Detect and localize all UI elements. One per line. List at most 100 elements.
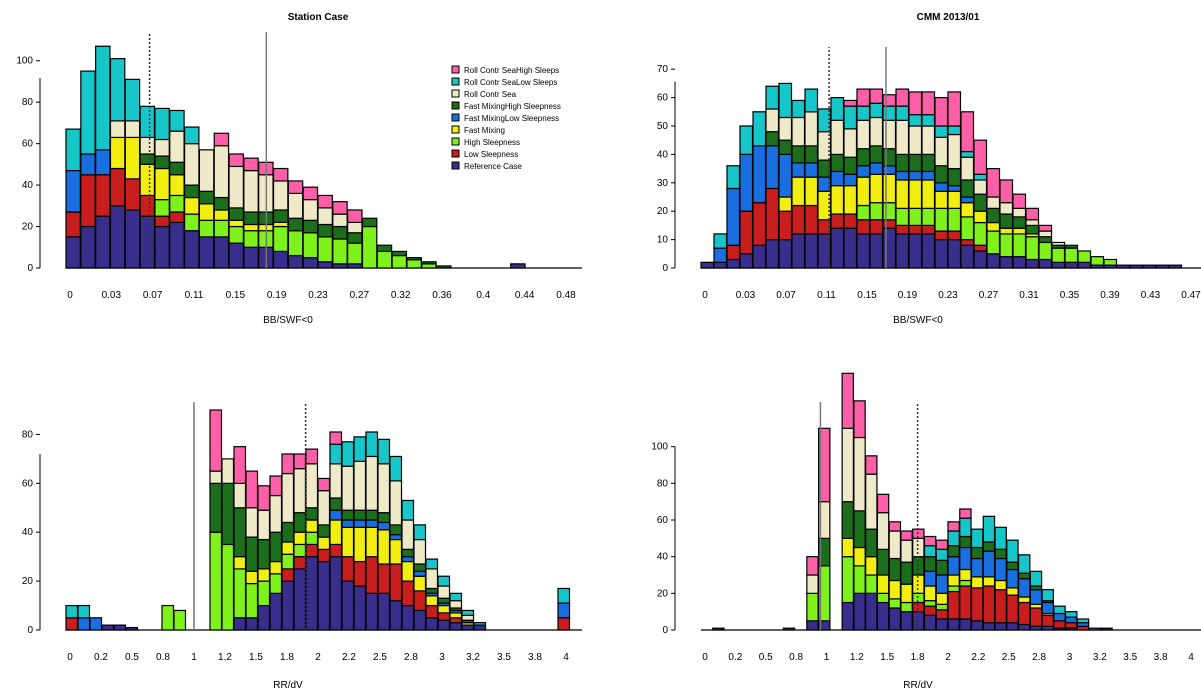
bar-roll-contr-sea	[900, 539, 913, 563]
x-tick-label: 0.2	[728, 652, 742, 663]
bar-roll-contr-sea	[209, 470, 223, 484]
bar-fast-mixinghigh-sleepness	[257, 538, 271, 570]
bar-roll-contr-sea	[109, 120, 126, 139]
bar-roll-contr-sea	[228, 165, 244, 209]
bar-roll-contr-sealow-sleeps	[329, 443, 343, 465]
bar-fast-mixinglow-sleepness	[982, 550, 996, 578]
bar-roll-contr-sealow-sleeps	[726, 165, 741, 190]
legend-label: Reference Case	[464, 162, 522, 171]
bar-fast-mixinglow-sleepness	[895, 170, 910, 181]
bar-roll-contr-sealow-sleeps	[77, 604, 91, 619]
bar-roll-contr-seahigh-sleeps	[935, 539, 949, 550]
bar-fast-mixinghigh-sleepness	[377, 512, 391, 524]
bar-roll-contr-sealow-sleeps	[65, 128, 81, 172]
bar-reference-case	[125, 626, 139, 631]
bar-fast-mixinglow-sleepness	[77, 617, 91, 631]
bar-reference-case	[461, 624, 475, 631]
bar-high-sleepness	[421, 263, 437, 269]
bar-reference-case	[124, 209, 141, 269]
bar-reference-case	[947, 618, 960, 631]
bar-fast-mixing	[853, 546, 866, 567]
bar-fast-mixinglow-sleepness	[856, 165, 871, 178]
bar-reference-case	[960, 244, 975, 269]
bar-fast-mixinglow-sleepness	[557, 602, 571, 619]
bar-roll-contr-seahigh-sleeps	[329, 431, 343, 445]
bar-roll-contr-seahigh-sleeps	[287, 180, 304, 194]
bar-low-sleepness	[921, 224, 936, 235]
bar-fast-mixinghigh-sleepness	[281, 521, 295, 543]
bar-roll-contr-sealow-sleeps	[973, 173, 988, 181]
bar-roll-contr-sealow-sleeps	[425, 558, 439, 570]
bar-roll-contr-sealow-sleeps	[449, 592, 463, 602]
bar-high-sleepness	[221, 543, 235, 631]
bar-roll-contr-sealow-sleeps	[778, 82, 793, 119]
bar-fast-mixinglow-sleepness	[1088, 627, 1102, 631]
legend-swatch	[451, 149, 460, 158]
bar-fast-mixinghigh-sleepness	[934, 165, 949, 184]
x-tick-label: 1.2	[850, 652, 864, 663]
bar-reference-case	[510, 263, 526, 269]
bar-fast-mixinghigh-sleepness	[865, 528, 878, 558]
bar-fast-mixinghigh-sleepness	[921, 153, 936, 173]
bar-reference-case	[437, 619, 451, 631]
bar-fast-mixinglow-sleepness	[329, 509, 343, 521]
bar-low-sleepness	[365, 556, 379, 594]
bar-high-sleepness	[806, 592, 819, 622]
bar-high-sleepness	[272, 225, 289, 253]
bar-reference-case	[1077, 261, 1092, 269]
bar-high-sleepness	[865, 574, 878, 594]
bar-roll-contr-sea	[401, 519, 415, 550]
bar-fast-mixinghigh-sleepness	[329, 497, 343, 511]
bar-roll-contr-sea	[389, 480, 403, 526]
y-tick-label: 60	[657, 515, 669, 526]
bar-low-sleepness	[912, 601, 925, 613]
y-tick-label: 80	[22, 97, 34, 108]
x-tick-label: 0	[67, 290, 73, 301]
bar-reference-case	[228, 242, 244, 269]
bar-roll-contr-seahigh-sleeps	[876, 493, 890, 514]
bar-roll-contr-seahigh-sleeps	[293, 453, 307, 470]
bar-fast-mixinglow-sleepness	[791, 162, 806, 178]
bar-fast-mixinghigh-sleepness	[347, 232, 363, 244]
bar-reference-case	[830, 227, 845, 269]
bar-fast-mixinglow-sleepness	[960, 196, 975, 204]
bar-fast-mixinghigh-sleepness	[830, 153, 845, 173]
bar-roll-contr-sea	[154, 138, 170, 157]
y-tick-label: 10	[657, 235, 669, 246]
bar-fast-mixing	[154, 167, 170, 201]
bar-roll-contr-sea	[830, 119, 845, 156]
bar-high-sleepness	[935, 603, 949, 611]
bar-fast-mixing	[317, 536, 331, 550]
bar-fast-mixing	[876, 574, 890, 594]
bar-fast-mixinglow-sleepness	[377, 521, 391, 531]
bar-reference-case	[713, 261, 728, 269]
bar-roll-contr-seahigh-sleeps	[959, 508, 972, 519]
bar-roll-contr-sealow-sleeps	[869, 102, 884, 119]
bar-roll-contr-sealow-sleeps	[817, 108, 832, 133]
bar-roll-contr-sealow-sleeps	[183, 126, 200, 145]
bar-roll-contr-seahigh-sleeps	[1012, 193, 1027, 209]
bar-high-sleepness	[281, 553, 295, 570]
bar-high-sleepness	[923, 600, 937, 607]
bar-roll-contr-sealow-sleeps	[994, 526, 1007, 550]
x-tick-label: 2.5	[1002, 652, 1016, 663]
bar-high-sleepness	[183, 213, 200, 232]
bar-reference-case	[986, 253, 1001, 269]
bar-fast-mixing	[257, 568, 271, 582]
x-axis-label: RR/dV	[273, 680, 303, 691]
bar-roll-contr-sea	[305, 463, 319, 509]
bar-reference-case	[1051, 261, 1066, 269]
bar-fast-mixinglow-sleepness	[726, 187, 741, 246]
bar-fast-mixinghigh-sleepness	[435, 265, 452, 269]
bar-roll-contr-sea	[245, 507, 259, 538]
bar-fast-mixinghigh-sleepness	[869, 145, 884, 164]
bar-reference-case	[293, 568, 307, 631]
legend-swatch	[451, 137, 460, 146]
x-tick-label: 0.2	[94, 652, 108, 663]
bar-fast-mixing	[994, 579, 1007, 591]
bar-low-sleepness	[65, 211, 81, 238]
y-tick-label: 0	[662, 625, 668, 636]
bar-roll-contr-sea	[377, 463, 391, 514]
x-tick-label: 1.8	[280, 652, 294, 663]
bar-low-sleepness	[778, 210, 793, 241]
